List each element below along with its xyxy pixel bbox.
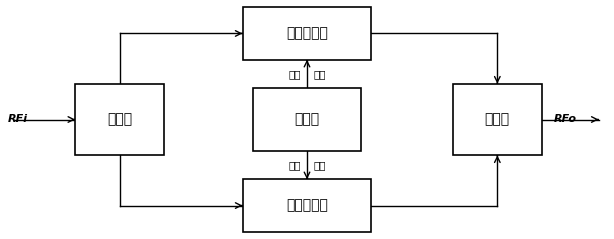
Text: 功分器: 功分器 (107, 113, 132, 126)
Text: RFi: RFi (7, 114, 28, 125)
Bar (253, 88, 360, 151)
Text: 数字移相器: 数字移相器 (286, 27, 328, 40)
Bar (243, 179, 371, 232)
Text: 合路器: 合路器 (485, 113, 510, 126)
Bar (76, 84, 165, 155)
Text: 控制: 控制 (313, 69, 325, 79)
Text: 相位: 相位 (289, 69, 301, 79)
Text: 控制: 控制 (313, 160, 325, 170)
Text: 数字移相器: 数字移相器 (286, 199, 328, 212)
Bar (243, 7, 371, 60)
Text: RFo: RFo (554, 114, 577, 125)
Text: 相位: 相位 (289, 160, 301, 170)
Text: 控制器: 控制器 (295, 113, 319, 126)
Bar (453, 84, 542, 155)
